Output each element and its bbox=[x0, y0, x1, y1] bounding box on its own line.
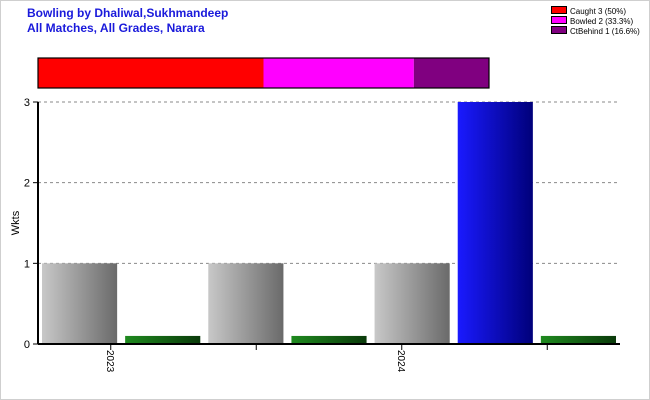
legend-label-bowled: Bowled 2 (33.3%) bbox=[570, 17, 634, 26]
bar-0 bbox=[42, 263, 118, 344]
legend-swatch-bowled bbox=[551, 16, 567, 24]
legend-label-ctbehind: CtBehind 1 (16.6%) bbox=[570, 27, 640, 36]
bar-1 bbox=[125, 335, 201, 344]
chart-subtitle: All Matches, All Grades, Narara bbox=[27, 21, 205, 35]
bar-5 bbox=[457, 102, 533, 344]
y-tick-label-2: 2 bbox=[24, 178, 30, 190]
bar-3 bbox=[291, 335, 367, 344]
legend-swatch-ctbehind bbox=[551, 26, 567, 34]
bar-4 bbox=[374, 263, 450, 344]
y-tick-label-3: 3 bbox=[24, 97, 30, 109]
legend-label-caught: Caught 3 (50%) bbox=[570, 7, 627, 16]
legend: Caught 3 (50%) Bowled 2 (33.3%) CtBehind… bbox=[551, 6, 640, 36]
legend-item-ctbehind: CtBehind 1 (16.6%) bbox=[551, 26, 640, 36]
stacked-bar-outline bbox=[37, 57, 490, 89]
x-tick-label-2024: 2024 bbox=[395, 350, 406, 373]
bar-2 bbox=[208, 263, 284, 344]
x-tick-label-2023: 2023 bbox=[104, 350, 115, 373]
stacked-segment-bowled bbox=[263, 58, 414, 88]
y-axis-title: Wkts bbox=[10, 210, 22, 235]
y-tick-label-1: 1 bbox=[24, 258, 30, 270]
stacked-segment-ctbehind bbox=[413, 58, 489, 88]
chart-title: Bowling by Dhaliwal,Sukhmandeep bbox=[27, 6, 229, 20]
legend-item-caught: Caught 3 (50%) bbox=[551, 6, 640, 16]
stacked-segment-caught bbox=[38, 58, 264, 88]
legend-swatch-caught bbox=[551, 6, 567, 14]
y-tick-label-0: 0 bbox=[24, 339, 30, 351]
bar-6 bbox=[540, 335, 616, 344]
legend-item-bowled: Bowled 2 (33.3%) bbox=[551, 16, 640, 26]
